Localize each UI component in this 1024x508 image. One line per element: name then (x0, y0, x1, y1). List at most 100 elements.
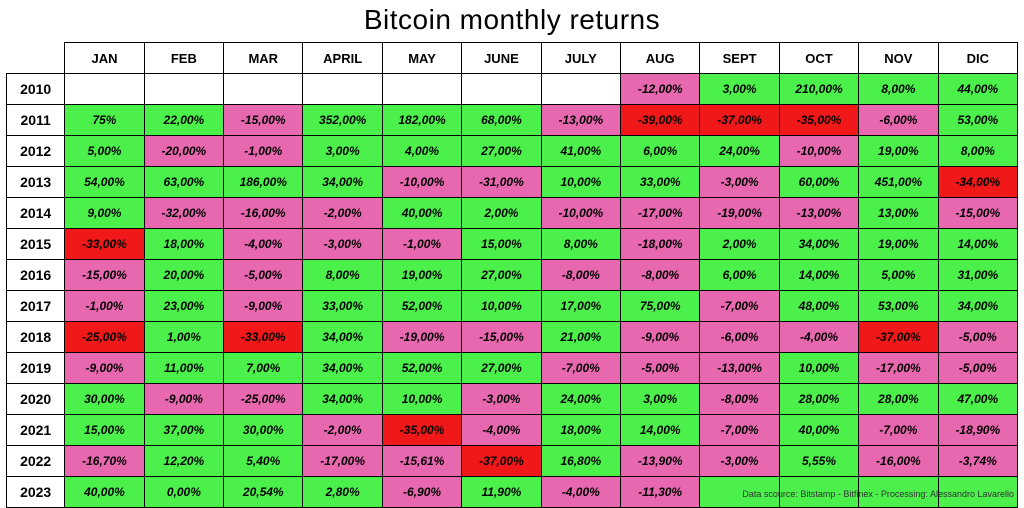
data-cell: 5,00% (859, 260, 938, 291)
credit-text: Data scource: Bitstamp - Bitfinex - Proc… (742, 489, 1014, 499)
data-cell: 8,00% (541, 229, 620, 260)
data-cell: 210,00% (779, 74, 858, 105)
data-cell: 34,00% (779, 229, 858, 260)
data-cell: -7,00% (700, 291, 779, 322)
data-cell: 4,00% (382, 136, 461, 167)
data-cell: -5,00% (224, 260, 303, 291)
data-cell: -16,00% (859, 446, 938, 477)
data-cell: -3,00% (462, 384, 541, 415)
data-cell: 48,00% (779, 291, 858, 322)
data-cell: 13,00% (859, 198, 938, 229)
data-cell: -8,00% (541, 260, 620, 291)
data-cell: -33,00% (224, 322, 303, 353)
data-cell: -15,00% (224, 105, 303, 136)
data-cell: -3,74% (938, 446, 1017, 477)
data-cell: -13,00% (700, 353, 779, 384)
data-cell: -20,00% (144, 136, 223, 167)
table-row: 202115,00%37,00%30,00%-2,00%-35,00%-4,00… (7, 415, 1018, 446)
table-row: 202030,00%-9,00%-25,00%34,00%10,00%-3,00… (7, 384, 1018, 415)
data-cell: -4,00% (541, 477, 620, 508)
data-cell: -1,00% (382, 229, 461, 260)
data-cell: -35,00% (382, 415, 461, 446)
column-header: MAR (224, 43, 303, 74)
data-cell (462, 74, 541, 105)
year-cell: 2016 (7, 260, 65, 291)
data-cell: 33,00% (621, 167, 700, 198)
data-cell: 20,54% (224, 477, 303, 508)
data-cell: 6,00% (621, 136, 700, 167)
data-cell: 68,00% (462, 105, 541, 136)
data-cell: -15,00% (65, 260, 144, 291)
data-cell: -10,00% (382, 167, 461, 198)
data-cell: 5,40% (224, 446, 303, 477)
data-cell: -35,00% (779, 105, 858, 136)
data-cell: 8,00% (859, 74, 938, 105)
data-cell: 34,00% (303, 353, 382, 384)
table-row: 201354,00%63,00%186,00%34,00%-10,00%-31,… (7, 167, 1018, 198)
data-cell: -4,00% (224, 229, 303, 260)
data-cell: -34,00% (938, 167, 1017, 198)
column-header: AUG (621, 43, 700, 74)
data-cell: -12,00% (621, 74, 700, 105)
data-cell: -17,00% (621, 198, 700, 229)
data-cell: -18,90% (938, 415, 1017, 446)
data-cell: -3,00% (700, 167, 779, 198)
data-cell: -17,00% (303, 446, 382, 477)
year-cell: 2023 (7, 477, 65, 508)
data-cell (541, 74, 620, 105)
data-cell: 182,00% (382, 105, 461, 136)
data-cell: 34,00% (303, 384, 382, 415)
data-cell: -37,00% (700, 105, 779, 136)
data-cell: 352,00% (303, 105, 382, 136)
data-cell: -3,00% (303, 229, 382, 260)
data-cell: 19,00% (859, 229, 938, 260)
data-cell: 2,00% (700, 229, 779, 260)
table-row: 201175%22,00%-15,00%352,00%182,00%68,00%… (7, 105, 1018, 136)
column-header: SEPT (700, 43, 779, 74)
data-cell: 1,00% (144, 322, 223, 353)
data-cell: -1,00% (224, 136, 303, 167)
data-cell: 10,00% (779, 353, 858, 384)
data-cell: -2,00% (303, 415, 382, 446)
data-cell: -37,00% (462, 446, 541, 477)
returns-table: JANFEBMARAPRILMAYJUNEJULYAUGSEPTOCTNOVDI… (6, 42, 1018, 508)
data-cell: 34,00% (303, 322, 382, 353)
data-cell: -6,00% (700, 322, 779, 353)
data-cell: -6,90% (382, 477, 461, 508)
data-cell: 34,00% (938, 291, 1017, 322)
data-cell: -5,00% (938, 322, 1017, 353)
page-title: Bitcoin monthly returns (0, 0, 1024, 42)
data-cell: 10,00% (462, 291, 541, 322)
data-cell: 15,00% (65, 415, 144, 446)
data-cell: -6,00% (859, 105, 938, 136)
data-cell: 24,00% (700, 136, 779, 167)
data-cell: -11,30% (621, 477, 700, 508)
table-row: 2017-1,00%23,00%-9,00%33,00%52,00%10,00%… (7, 291, 1018, 322)
data-cell: 40,00% (382, 198, 461, 229)
year-cell: 2022 (7, 446, 65, 477)
data-cell: 34,00% (303, 167, 382, 198)
data-cell: -31,00% (462, 167, 541, 198)
data-cell: 2,00% (462, 198, 541, 229)
data-cell: 10,00% (382, 384, 461, 415)
data-cell: 11,00% (144, 353, 223, 384)
column-header: OCT (779, 43, 858, 74)
data-cell: -8,00% (700, 384, 779, 415)
table-row: 2022-16,70%12,20%5,40%-17,00%-15,61%-37,… (7, 446, 1018, 477)
table-row: 2018-25,00%1,00%-33,00%34,00%-19,00%-15,… (7, 322, 1018, 353)
data-cell: 27,00% (462, 260, 541, 291)
year-cell: 2015 (7, 229, 65, 260)
data-cell: -7,00% (859, 415, 938, 446)
data-cell: 54,00% (65, 167, 144, 198)
data-cell: 8,00% (303, 260, 382, 291)
data-cell: 18,00% (541, 415, 620, 446)
data-cell: -4,00% (462, 415, 541, 446)
data-cell: 17,00% (541, 291, 620, 322)
data-cell: 28,00% (779, 384, 858, 415)
data-cell: 52,00% (382, 291, 461, 322)
year-cell: 2013 (7, 167, 65, 198)
data-cell: -4,00% (779, 322, 858, 353)
header-row: JANFEBMARAPRILMAYJUNEJULYAUGSEPTOCTNOVDI… (7, 43, 1018, 74)
data-cell: -13,90% (621, 446, 700, 477)
year-cell: 2019 (7, 353, 65, 384)
